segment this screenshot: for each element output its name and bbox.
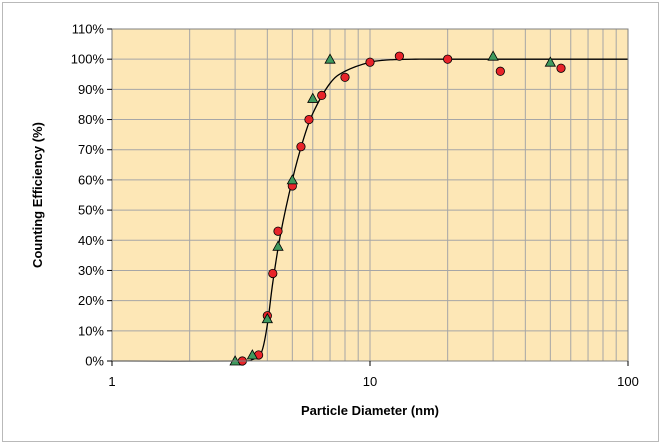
x-tick-label: 100 [617, 374, 639, 389]
y-axis-title: Counting Efficiency (%) [30, 122, 45, 268]
y-tick-label: 0% [85, 354, 104, 369]
circle-marker [268, 268, 278, 279]
triangle-marker [246, 349, 259, 360]
triangle-marker [272, 240, 284, 251]
circle-marker [273, 226, 283, 236]
y-tick-label: 10% [78, 323, 104, 338]
circle-marker [317, 90, 327, 101]
circle-marker [365, 57, 375, 67]
circle-marker [443, 54, 453, 64]
triangle-marker [261, 312, 274, 324]
y-tick-label: 60% [78, 172, 104, 187]
y-tick-label: 20% [78, 293, 104, 308]
triangle-marker [286, 174, 299, 185]
y-tick-label: 90% [78, 82, 104, 97]
y-tick-label: 70% [78, 142, 104, 157]
circle-marker [495, 66, 505, 76]
x-axis-ticks: 1 10 100 [108, 361, 639, 389]
y-tick-label: 110% [72, 22, 105, 37]
circle-marker [340, 72, 350, 82]
x-tick-label: 10 [363, 374, 377, 389]
triangle-marker [307, 92, 319, 103]
triangle-marker [324, 53, 336, 64]
y-tick-label: 40% [78, 233, 104, 248]
triangle-marker [544, 56, 557, 67]
y-axis-ticks: 0% 10% 20% 30% 40% 50% 60% 70% 80% 90% 100% 110% [71, 22, 112, 369]
x-axis-title: Particle Diameter (nm) [301, 403, 439, 418]
gridlines [112, 28, 628, 361]
circle-marker [296, 142, 306, 152]
y-tick-label: 30% [78, 263, 104, 278]
y-tick-label: 100% [71, 52, 105, 67]
y-tick-label: 50% [78, 203, 104, 218]
circle-marker [556, 63, 566, 73]
triangle-marker [487, 50, 499, 61]
y-tick-label: 80% [78, 112, 104, 127]
circle-marker [394, 51, 404, 61]
data-points [229, 50, 566, 366]
x-tick-label: 1 [108, 374, 115, 389]
circle-marker [304, 114, 314, 125]
